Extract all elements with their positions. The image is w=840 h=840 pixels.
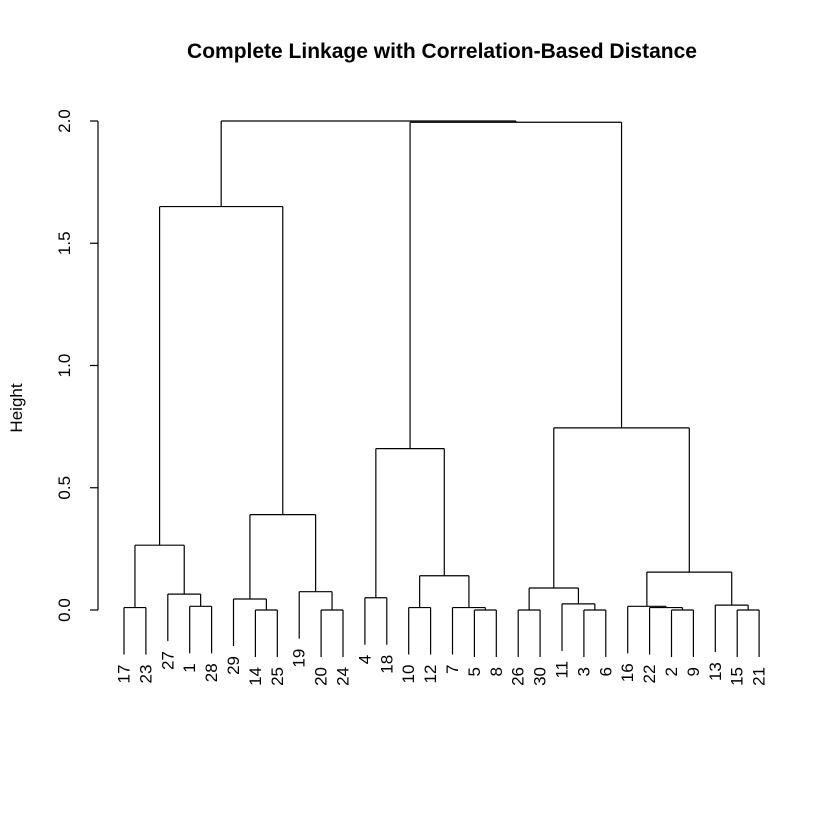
merge-node-n xyxy=(451,606,486,655)
leaf-label-5: 5 xyxy=(465,667,484,676)
leaf-label-11: 11 xyxy=(552,661,571,679)
merge-node-c xyxy=(167,593,202,642)
merge-node-ab xyxy=(409,121,623,449)
leaf-label-10: 10 xyxy=(399,665,418,684)
merge-node-q xyxy=(517,609,541,657)
merge-node-j xyxy=(158,205,284,546)
merge-node-g xyxy=(320,609,344,657)
leaf-label-21: 21 xyxy=(750,667,769,686)
merge-node-v xyxy=(648,606,684,655)
leaf-label-28: 28 xyxy=(202,663,221,682)
leaf-label-30: 30 xyxy=(531,667,550,686)
leaf-label-15: 15 xyxy=(728,667,747,686)
chart-title: Complete Linkage with Correlation-Based … xyxy=(187,40,697,63)
merge-node-r xyxy=(583,609,607,657)
leaf-label-12: 12 xyxy=(421,665,440,684)
leaf-label-16: 16 xyxy=(618,663,637,682)
merge-node-i xyxy=(249,514,317,599)
leaf-label-13: 13 xyxy=(706,662,725,681)
merge-node-x xyxy=(736,609,760,657)
leaf-label-23: 23 xyxy=(136,665,155,684)
y-tick-label: 1.5 xyxy=(55,231,74,255)
leaf-label-29: 29 xyxy=(224,656,243,675)
leaf-label-6: 6 xyxy=(596,667,615,676)
leaf-label-27: 27 xyxy=(158,651,177,670)
merge-node-t xyxy=(528,587,580,610)
leaf-label-1: 1 xyxy=(180,663,199,672)
merge-node-root xyxy=(220,120,517,207)
leaf-label-25: 25 xyxy=(268,667,287,686)
leaf-label-14: 14 xyxy=(246,667,265,686)
merge-node-y xyxy=(714,604,749,653)
merge-node-s xyxy=(561,603,596,651)
merge-node-f xyxy=(232,598,267,646)
leaf-label-4: 4 xyxy=(355,655,374,664)
merge-node-z xyxy=(646,571,733,607)
merge-node-m xyxy=(473,609,497,657)
y-tick-label: 2.0 xyxy=(55,109,74,133)
leaf-label-7: 7 xyxy=(443,665,462,674)
merge-node-aa xyxy=(553,427,690,588)
leaf-label-24: 24 xyxy=(333,667,352,686)
merge-node-w xyxy=(627,605,667,654)
y-tick-label: 1.0 xyxy=(55,354,74,378)
merge-node-b xyxy=(189,605,213,654)
merge-node-u xyxy=(670,609,695,657)
leaf-label-2: 2 xyxy=(662,667,681,676)
y-axis-label: Height xyxy=(7,383,26,432)
dendrogram-tree xyxy=(123,120,760,657)
leaf-label-26: 26 xyxy=(509,667,528,686)
leaf-label-20: 20 xyxy=(312,667,331,686)
merge-node-d xyxy=(134,544,185,608)
y-tick-label: 0.0 xyxy=(55,598,74,622)
leaf-label-22: 22 xyxy=(640,665,659,684)
merge-node-e xyxy=(254,609,278,657)
y-axis: 0.0 0.5 1.0 1.5 2.0 xyxy=(55,109,99,622)
leaf-label-19: 19 xyxy=(290,649,309,668)
merge-node-h xyxy=(298,591,333,639)
leaf-label-3: 3 xyxy=(574,667,593,676)
merge-node-k xyxy=(364,597,388,645)
leaf-label-8: 8 xyxy=(487,667,506,676)
merge-node-o xyxy=(419,575,470,608)
leaf-label-17: 17 xyxy=(114,665,133,684)
leaf-label-18: 18 xyxy=(377,655,396,674)
leaf-label-9: 9 xyxy=(684,667,703,676)
y-tick-label: 0.5 xyxy=(55,476,74,500)
merge-node-l xyxy=(408,606,432,655)
merge-node-a xyxy=(123,606,147,655)
